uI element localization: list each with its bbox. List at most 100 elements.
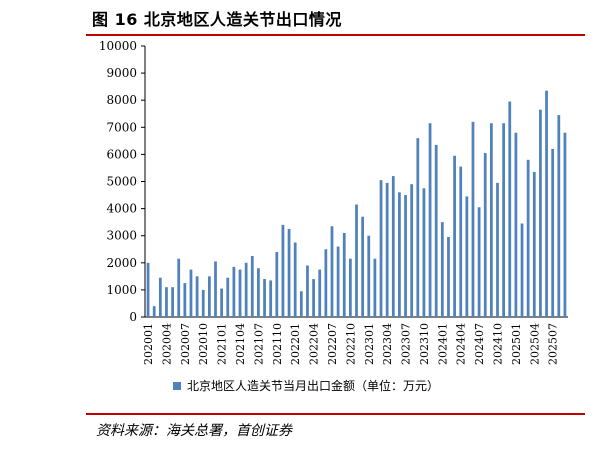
- bar: [483, 153, 487, 317]
- bar: [465, 196, 469, 317]
- bar: [422, 188, 426, 317]
- bar: [459, 166, 463, 317]
- source-divider: [86, 413, 585, 415]
- x-tick-label: 202307: [400, 323, 413, 365]
- bar: [312, 279, 315, 317]
- y-tick-label: 3000: [106, 229, 137, 243]
- figure-title: 图 16 北京地区人造关节出口情况: [92, 10, 342, 29]
- bar: [318, 269, 322, 317]
- x-tick-label: 202004: [160, 323, 173, 365]
- bar: [361, 216, 365, 317]
- x-tick-label: 202301: [363, 323, 376, 365]
- bar: [447, 237, 450, 317]
- bar: [250, 256, 254, 317]
- y-tick-label: 8000: [106, 93, 137, 107]
- bar: [195, 276, 199, 317]
- x-tick-label: 202107: [252, 323, 265, 365]
- bar: [355, 204, 358, 317]
- bar: [545, 90, 548, 317]
- bar: [489, 123, 493, 317]
- bar: [232, 266, 236, 317]
- bar: [281, 224, 285, 317]
- y-tick-label: 9000: [106, 66, 137, 80]
- x-tick-label: 202507: [547, 323, 560, 365]
- bar: [238, 269, 242, 317]
- chart-legend: 北京地区人造关节当月出口金额（单位：万元）: [173, 377, 439, 394]
- bar: [293, 242, 297, 317]
- y-tick-label: 4000: [106, 202, 137, 216]
- x-tick-label: 202407: [473, 323, 486, 365]
- bar: [410, 184, 414, 317]
- bar: [453, 155, 456, 317]
- source-note: 资料来源：海关总署，首创证券: [96, 423, 292, 439]
- bar: [244, 262, 248, 317]
- bar: [189, 269, 193, 317]
- bar: [299, 291, 303, 317]
- x-tick-label: 202104: [234, 323, 247, 365]
- bar: [477, 207, 481, 317]
- x-tick-label: 202401: [436, 323, 449, 365]
- bar: [563, 132, 567, 317]
- bar: [177, 258, 181, 317]
- x-tick-label: 202404: [455, 323, 468, 365]
- bar: [214, 261, 217, 317]
- bar: [158, 277, 162, 317]
- bar: [336, 246, 340, 317]
- y-tick-label: 2000: [106, 256, 137, 270]
- bar: [306, 265, 309, 317]
- bar: [514, 132, 518, 317]
- x-tick-label: 202201: [289, 323, 302, 365]
- bar: [557, 115, 561, 317]
- title-divider: [86, 34, 585, 36]
- bar: [416, 138, 420, 317]
- x-tick-label: 202101: [216, 323, 229, 365]
- bar: [330, 226, 334, 317]
- bar: [220, 288, 224, 317]
- bar: [398, 192, 401, 317]
- x-tick-label: 202204: [308, 323, 321, 365]
- bar: [526, 159, 530, 317]
- bar: [508, 101, 512, 318]
- x-tick-label: 202504: [528, 323, 541, 365]
- bar: [342, 232, 346, 317]
- bar: [275, 251, 279, 317]
- bar: [520, 223, 524, 317]
- y-tick-label: 1000: [106, 283, 137, 297]
- legend-label: 北京地区人造关节当月出口金额（单位：万元）: [187, 379, 440, 393]
- bar: [348, 258, 352, 317]
- y-tick-label: 7000: [106, 120, 137, 134]
- x-tick-label: 202501: [510, 323, 523, 365]
- bar: [496, 182, 499, 317]
- bar: [551, 148, 555, 317]
- bar: [385, 182, 389, 317]
- y-tick-label: 0: [129, 310, 137, 324]
- x-tick-label: 202010: [197, 323, 210, 365]
- x-tick-label: 202310: [418, 323, 431, 365]
- bar: [379, 180, 383, 317]
- bar: [152, 306, 156, 317]
- bar: [367, 235, 371, 317]
- bar: [532, 172, 536, 317]
- x-tick-label: 202110: [271, 323, 284, 365]
- bar: [263, 279, 266, 317]
- bar: [269, 280, 273, 317]
- x-tick-label: 202001: [142, 323, 155, 365]
- bar: [502, 123, 506, 317]
- bar: [171, 287, 174, 317]
- bar: [207, 276, 211, 317]
- bar: [287, 228, 291, 317]
- bar: [434, 144, 438, 317]
- y-tick-label: 10000: [99, 39, 137, 53]
- x-tick-label: 202007: [179, 323, 192, 365]
- bar: [257, 268, 260, 317]
- legend-swatch: [173, 381, 181, 390]
- bar: [324, 249, 328, 317]
- x-tick-label: 202210: [344, 323, 357, 365]
- x-tick-label: 202410: [492, 323, 505, 365]
- bar: [539, 109, 542, 317]
- bar: [183, 283, 187, 317]
- bar: [146, 262, 150, 317]
- y-tick-label: 6000: [106, 147, 137, 161]
- bar: [440, 222, 444, 317]
